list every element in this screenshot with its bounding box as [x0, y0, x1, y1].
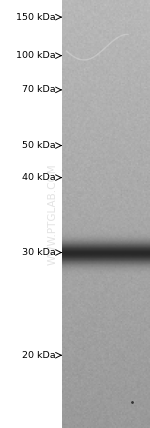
Text: 150 kDa: 150 kDa [16, 12, 56, 22]
Text: 40 kDa: 40 kDa [22, 173, 56, 182]
Text: 30 kDa: 30 kDa [22, 248, 56, 257]
Text: 70 kDa: 70 kDa [22, 85, 56, 95]
Bar [0, 0, 62, 428]
Text: 20 kDa: 20 kDa [22, 351, 56, 360]
Text: 100 kDa: 100 kDa [16, 51, 56, 60]
Text: 50 kDa: 50 kDa [22, 141, 56, 150]
Text: WWW.PTGLAB.COM: WWW.PTGLAB.COM [48, 163, 57, 265]
